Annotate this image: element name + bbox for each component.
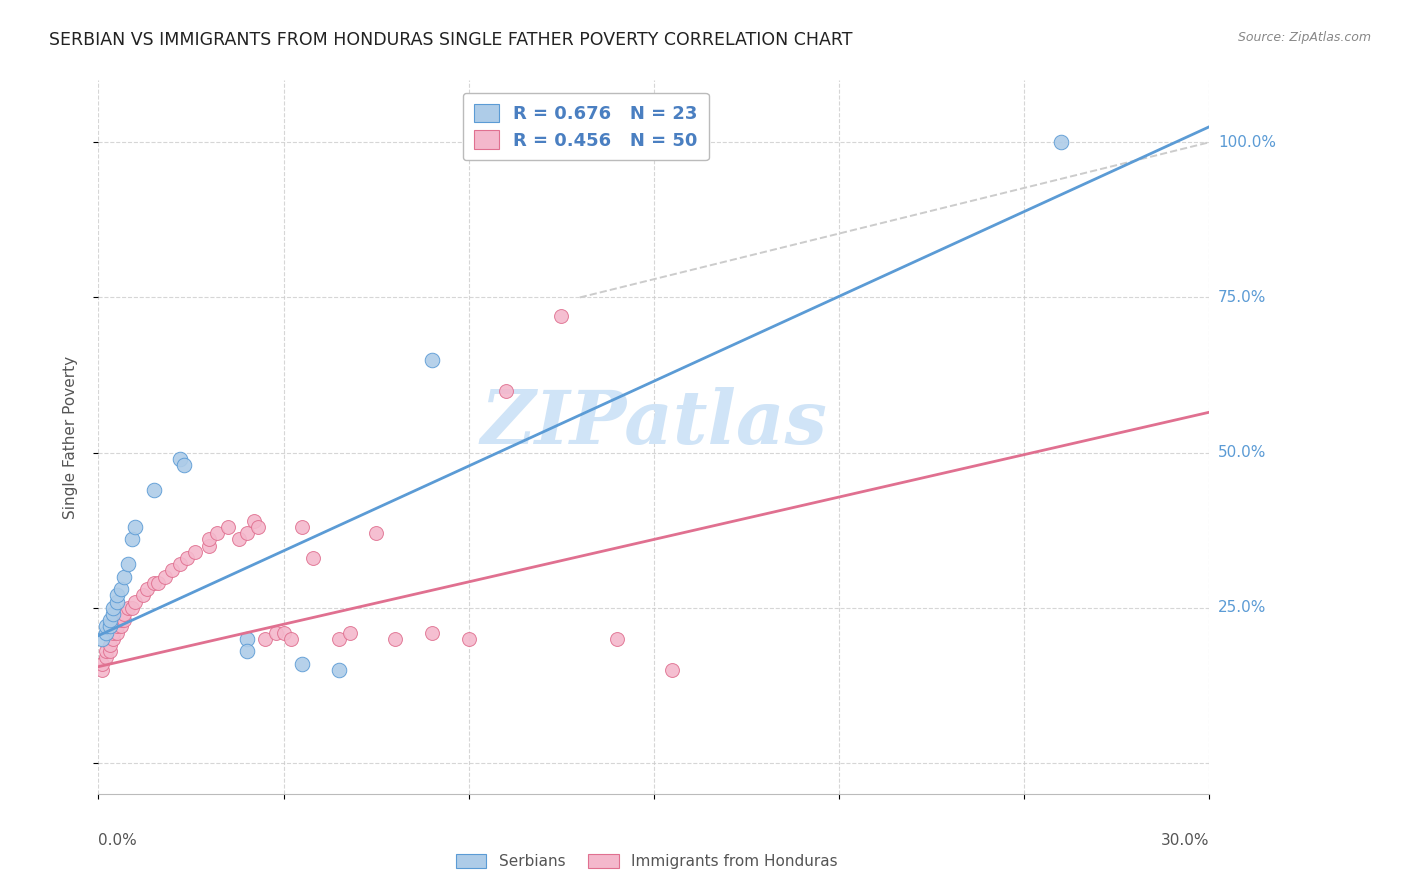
Point (183, 545, 205, 559)
Point (143, 575, 166, 590)
Point (98, 644, 121, 658)
Point (98, 613, 121, 627)
Point (98, 619, 121, 633)
Point (169, 558, 191, 572)
Point (112, 613, 135, 627)
Point (328, 632, 350, 646)
Point (91, 632, 114, 646)
Point (169, 451, 191, 466)
Point (103, 600, 125, 615)
Point (94, 619, 117, 633)
Point (235, 526, 257, 541)
Point (173, 458, 195, 472)
Y-axis label: Single Father Poverty: Single Father Poverty (63, 356, 77, 518)
Point (420, 625, 443, 640)
Point (328, 663, 350, 677)
Point (457, 632, 479, 646)
Point (420, 352, 443, 367)
Point (103, 632, 125, 646)
Point (135, 582, 157, 596)
Point (153, 570, 176, 584)
Point (273, 625, 295, 640)
Text: 30.0%: 30.0% (1161, 833, 1209, 848)
Text: 100.0%: 100.0% (1218, 135, 1277, 150)
Point (205, 526, 228, 541)
Point (110, 613, 132, 627)
Point (198, 533, 221, 547)
Point (606, 632, 628, 646)
Point (112, 607, 135, 621)
Point (117, 558, 139, 572)
Point (121, 600, 143, 615)
Point (124, 520, 146, 534)
Point (91, 663, 114, 677)
Point (384, 632, 406, 646)
Point (302, 551, 325, 566)
Point (550, 309, 572, 323)
Point (253, 632, 276, 646)
Point (105, 594, 128, 608)
Point (94, 625, 117, 640)
Point (146, 575, 169, 590)
Point (198, 539, 221, 553)
Point (243, 514, 266, 528)
Point (124, 594, 146, 608)
Point (121, 533, 143, 547)
Point (132, 588, 155, 602)
Text: 25.0%: 25.0% (1218, 600, 1267, 615)
Point (105, 588, 128, 602)
Point (103, 607, 125, 621)
Point (661, 663, 683, 677)
Legend: Serbians, Immigrants from Honduras: Serbians, Immigrants from Honduras (450, 848, 844, 875)
Point (339, 625, 361, 640)
Point (235, 632, 257, 646)
Point (143, 483, 166, 497)
Point (91, 657, 114, 671)
Point (117, 600, 139, 615)
Point (98, 638, 121, 652)
Point (264, 625, 287, 640)
Point (228, 533, 250, 547)
Point (94, 650, 117, 665)
Point (162, 564, 184, 578)
Point (110, 582, 132, 596)
Point (366, 526, 388, 541)
Point (246, 520, 269, 534)
Point (105, 625, 128, 640)
Text: 50.0%: 50.0% (1218, 445, 1267, 460)
Legend: R = 0.676   N = 23, R = 0.456   N = 50: R = 0.676 N = 23, R = 0.456 N = 50 (463, 93, 709, 161)
Text: 75.0%: 75.0% (1218, 290, 1267, 305)
Point (176, 551, 198, 566)
Point (280, 632, 302, 646)
Text: Source: ZipAtlas.com: Source: ZipAtlas.com (1237, 31, 1371, 45)
Point (291, 657, 314, 671)
Point (94, 644, 117, 658)
Point (217, 520, 239, 534)
Point (105, 619, 128, 633)
Text: SERBIAN VS IMMIGRANTS FROM HONDURAS SINGLE FATHER POVERTY CORRELATION CHART: SERBIAN VS IMMIGRANTS FROM HONDURAS SING… (49, 31, 852, 49)
Point (1050, 136, 1073, 150)
Point (103, 625, 125, 640)
Point (110, 619, 132, 633)
Point (112, 570, 135, 584)
Point (235, 644, 257, 658)
Point (291, 520, 314, 534)
Text: 0.0%: 0.0% (98, 833, 138, 848)
Text: ZIPatlas: ZIPatlas (481, 386, 827, 459)
Point (495, 384, 517, 398)
